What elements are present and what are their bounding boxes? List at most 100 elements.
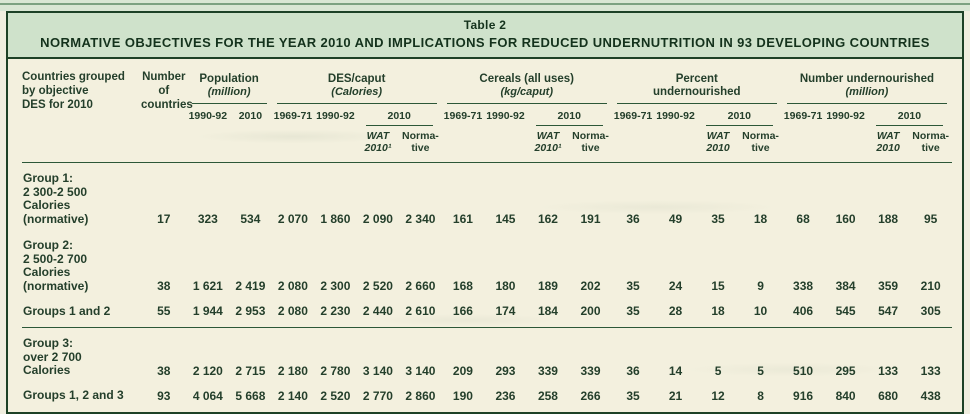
row-label-text: Group 1: 2 300-2 500 Calories (normative… bbox=[23, 171, 89, 226]
header-spacer bbox=[781, 127, 825, 163]
value-cell: 18 bbox=[753, 212, 768, 226]
year-cereals-1990-92: 1990-92 bbox=[486, 110, 525, 122]
value-cell: 840 bbox=[835, 388, 856, 403]
value-cell: 68 bbox=[796, 212, 810, 226]
value-cell: 35 bbox=[626, 388, 640, 403]
table-number: Table 2 bbox=[463, 18, 507, 32]
value-cell: 266 bbox=[580, 388, 601, 403]
value-cell: 258 bbox=[537, 388, 558, 403]
value-cell: 295 bbox=[824, 327, 867, 382]
year-des-2010: 2010 bbox=[357, 104, 442, 127]
des-unit: (Calories) bbox=[331, 86, 383, 98]
value-cell: 2 419 bbox=[235, 279, 266, 293]
row-label-text: Group 3: over 2 700 Calories bbox=[23, 336, 82, 377]
sub-cereals-normative: Norma- tive bbox=[569, 127, 612, 163]
value-cell: 2 080 bbox=[277, 279, 308, 293]
sub-percent-wat2010: WAT 2010 bbox=[696, 127, 740, 163]
row-label: Group 3: over 2 700 Calories bbox=[22, 327, 142, 382]
sub-number-normative: Norma- tive bbox=[909, 127, 952, 163]
value-cell: 545 bbox=[835, 304, 856, 318]
value-cell: 2 780 bbox=[314, 327, 357, 382]
des-title: DES/caput bbox=[327, 73, 386, 85]
value-cell: 160 bbox=[835, 212, 856, 226]
header-countries-grouped-label: Countries grouped by objective DES for 2… bbox=[22, 71, 125, 111]
value-cell: 4 064 bbox=[192, 388, 223, 403]
value-cell: 2 770 bbox=[362, 388, 393, 403]
value-cell: 145 bbox=[495, 212, 516, 226]
value-cell: 55 bbox=[157, 304, 171, 318]
value-cell: 438 bbox=[920, 388, 941, 403]
sub-percent-normative: Norma- tive bbox=[739, 127, 782, 163]
header-spacer bbox=[271, 127, 315, 163]
value-cell: 18 bbox=[711, 304, 725, 318]
value-cell: 510 bbox=[781, 327, 825, 382]
header-spacer bbox=[611, 127, 655, 163]
value-cell: 174 bbox=[495, 304, 516, 318]
value-cell: 323 bbox=[197, 212, 218, 226]
value-cell: 10 bbox=[753, 304, 768, 318]
value-cell: 2 660 bbox=[405, 279, 436, 293]
value-cell: 2 520 bbox=[320, 388, 351, 403]
row-label-text: Groups 1, 2 and 3 bbox=[23, 388, 124, 402]
value-cell: 15 bbox=[711, 279, 725, 293]
sub-des-normative: Norma- tive bbox=[399, 127, 442, 163]
value-cell: 189 bbox=[537, 279, 558, 293]
value-cell: 2 860 bbox=[405, 388, 436, 403]
year-percent-1969-71: 1969-71 bbox=[613, 110, 653, 122]
value-cell: 36 bbox=[611, 327, 655, 382]
sub-percent-wat2010-label: WAT 2010 bbox=[706, 130, 730, 154]
year-percent-2010-label: 2010 bbox=[705, 110, 773, 126]
year-number-1990-92: 1990-92 bbox=[826, 110, 865, 122]
value-cell: 35 bbox=[711, 212, 725, 226]
header-group-percent-undernourished: Percent undernourished bbox=[612, 66, 782, 104]
header-group-cereals: Cereals (all uses) (kg/caput) bbox=[442, 66, 612, 104]
value-cell: 191 bbox=[580, 212, 601, 226]
value-cell: 2 520 bbox=[362, 279, 393, 293]
value-cell: 24 bbox=[668, 279, 683, 293]
value-cell: 339 bbox=[526, 327, 570, 382]
value-cell: 5 bbox=[739, 327, 782, 382]
value-cell: 293 bbox=[484, 327, 527, 382]
header-group-number-wrap: Number undernourished (million) bbox=[786, 70, 947, 104]
value-cell: 2 070 bbox=[277, 212, 308, 226]
value-cell: 2 440 bbox=[362, 304, 393, 318]
value-cell: 3 140 bbox=[356, 327, 400, 382]
header-number-of-countries: Number of countries bbox=[141, 66, 193, 163]
header-group-cereals-wrap: Cereals (all uses) (kg/caput) bbox=[446, 70, 607, 104]
value-cell: 38 bbox=[157, 279, 171, 293]
table-frame: Table 2 NORMATIVE OBJECTIVES FOR THE YEA… bbox=[6, 11, 964, 412]
header-sub-row: WAT 2010¹ Norma- tive WAT 2010¹ Norma- t… bbox=[22, 127, 952, 163]
value-cell: 12 bbox=[711, 388, 725, 403]
value-cell: 21 bbox=[668, 388, 683, 403]
header-group-percent-wrap: Percent undernourished bbox=[616, 70, 777, 104]
year-number-2010-label: 2010 bbox=[875, 110, 943, 126]
value-cell: 9 bbox=[757, 279, 764, 293]
cereals-title: Cereals (all uses) bbox=[479, 73, 575, 85]
year-population-2010: 2010 bbox=[238, 110, 263, 122]
value-cell: 3 140 bbox=[399, 327, 442, 382]
value-cell: 190 bbox=[452, 388, 473, 403]
value-cell: 184 bbox=[537, 304, 558, 318]
sub-des-normative-label: Norma- tive bbox=[402, 130, 439, 154]
header-group-population: Population (million) bbox=[187, 66, 272, 104]
header-year-row: 1990-92 2010 1969-71 1990-92 2010 1969-7… bbox=[22, 104, 952, 127]
table-body-box: Countries grouped by objective DES for 2… bbox=[6, 59, 964, 412]
table-row-groups-1-2-and-3: Groups 1, 2 and 3 93 4 064 5 668 2 140 2… bbox=[22, 382, 952, 412]
value-cell: 2 090 bbox=[362, 212, 393, 226]
value-cell: 168 bbox=[452, 279, 473, 293]
value-cell: 384 bbox=[835, 279, 856, 293]
sub-number-wat2010-label: WAT 2010 bbox=[876, 130, 900, 154]
value-cell: 35 bbox=[626, 279, 640, 293]
header-spacer bbox=[824, 127, 867, 163]
year-number-2010: 2010 bbox=[867, 104, 952, 127]
year-cereals-2010: 2010 bbox=[527, 104, 612, 127]
header-spacer bbox=[441, 127, 485, 163]
value-cell: 133 bbox=[909, 327, 952, 382]
value-cell: 209 bbox=[441, 327, 485, 382]
population-title: Population bbox=[199, 73, 259, 85]
value-cell: 202 bbox=[580, 279, 601, 293]
value-cell: 38 bbox=[141, 327, 187, 382]
sub-cereals-normative-label: Norma- tive bbox=[572, 130, 609, 154]
table-body: Group 1: 2 300-2 500 Calories (normative… bbox=[22, 163, 952, 412]
table-title: NORMATIVE OBJECTIVES FOR THE YEAR 2010 A… bbox=[40, 35, 930, 50]
